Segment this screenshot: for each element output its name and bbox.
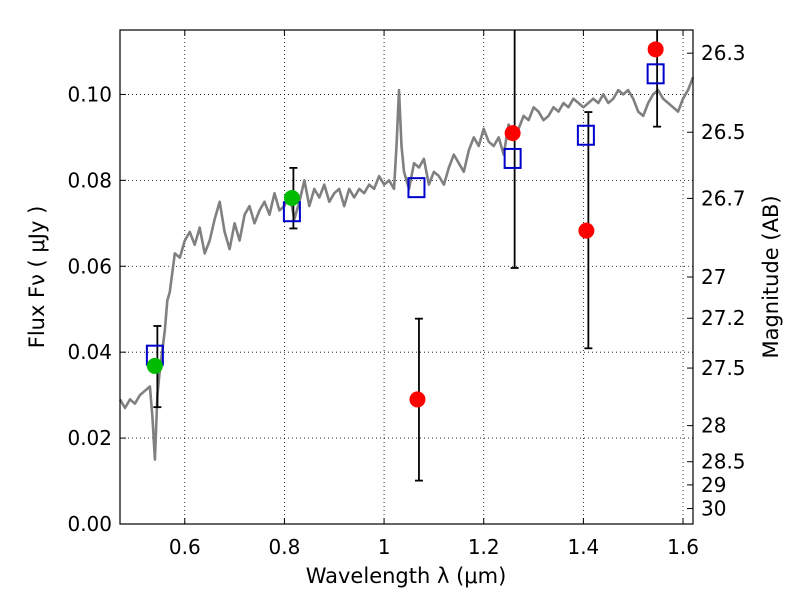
y-tick-label: 0.02 — [67, 426, 112, 450]
right-tick-label: 27.2 — [701, 306, 746, 330]
right-tick-label: 26.3 — [701, 41, 746, 65]
red-point-marker — [578, 222, 595, 239]
x-tick-label: 0.8 — [269, 535, 301, 559]
green-point-marker — [283, 189, 300, 206]
right-tick-label: 26.5 — [701, 120, 746, 144]
y-tick-label: 0.10 — [67, 82, 112, 106]
red-point-marker — [504, 125, 521, 142]
model-square-marker — [407, 177, 426, 199]
y-tick-label: 0.08 — [67, 168, 112, 192]
x-axis-ticks: 0.6 0.8 1 1.2 1.4 1.6 — [169, 30, 699, 559]
error-bars — [153, 30, 662, 482]
y-tick-label: 0.04 — [67, 340, 112, 364]
red-point-marker — [409, 391, 426, 408]
right-tick-label: 26.7 — [701, 186, 746, 210]
x-axis-label: Wavelength λ (μm) — [306, 564, 507, 588]
model-square-marker — [576, 124, 595, 146]
y-axis-label: Flux Fν ( μJy ) — [25, 206, 49, 349]
y-axis-ticks: 0.00 0.02 0.04 0.06 0.08 0.10 — [67, 82, 126, 536]
x-tick-label: 1.6 — [667, 535, 699, 559]
x-tick-label: 1 — [378, 535, 391, 559]
right-tick-label: 27.5 — [701, 356, 746, 380]
right-axis-label: Magnitude (AB) — [759, 195, 783, 358]
green-point-marker — [146, 357, 163, 374]
y-tick-label: 0.06 — [67, 254, 112, 278]
right-tick-label: 27 — [701, 265, 726, 289]
x-tick-label: 0.6 — [169, 535, 201, 559]
right-tick-label: 28 — [701, 414, 726, 438]
grid-lines — [120, 30, 693, 525]
model-spectrum — [118, 76, 695, 461]
right-tick-label: 28.5 — [701, 450, 746, 474]
plot-frame — [119, 29, 694, 525]
right-tick-label: 29 — [701, 473, 726, 497]
x-tick-label: 1.4 — [567, 535, 599, 559]
model-square-marker — [646, 63, 665, 85]
x-tick-label: 1.2 — [468, 535, 500, 559]
spectrum-line — [118, 76, 695, 461]
data-markers — [145, 41, 665, 408]
red-point-marker — [647, 41, 664, 58]
model-square-marker — [503, 147, 522, 169]
right-tick-label: 30 — [701, 497, 726, 521]
y-tick-label: 0.00 — [67, 512, 112, 536]
